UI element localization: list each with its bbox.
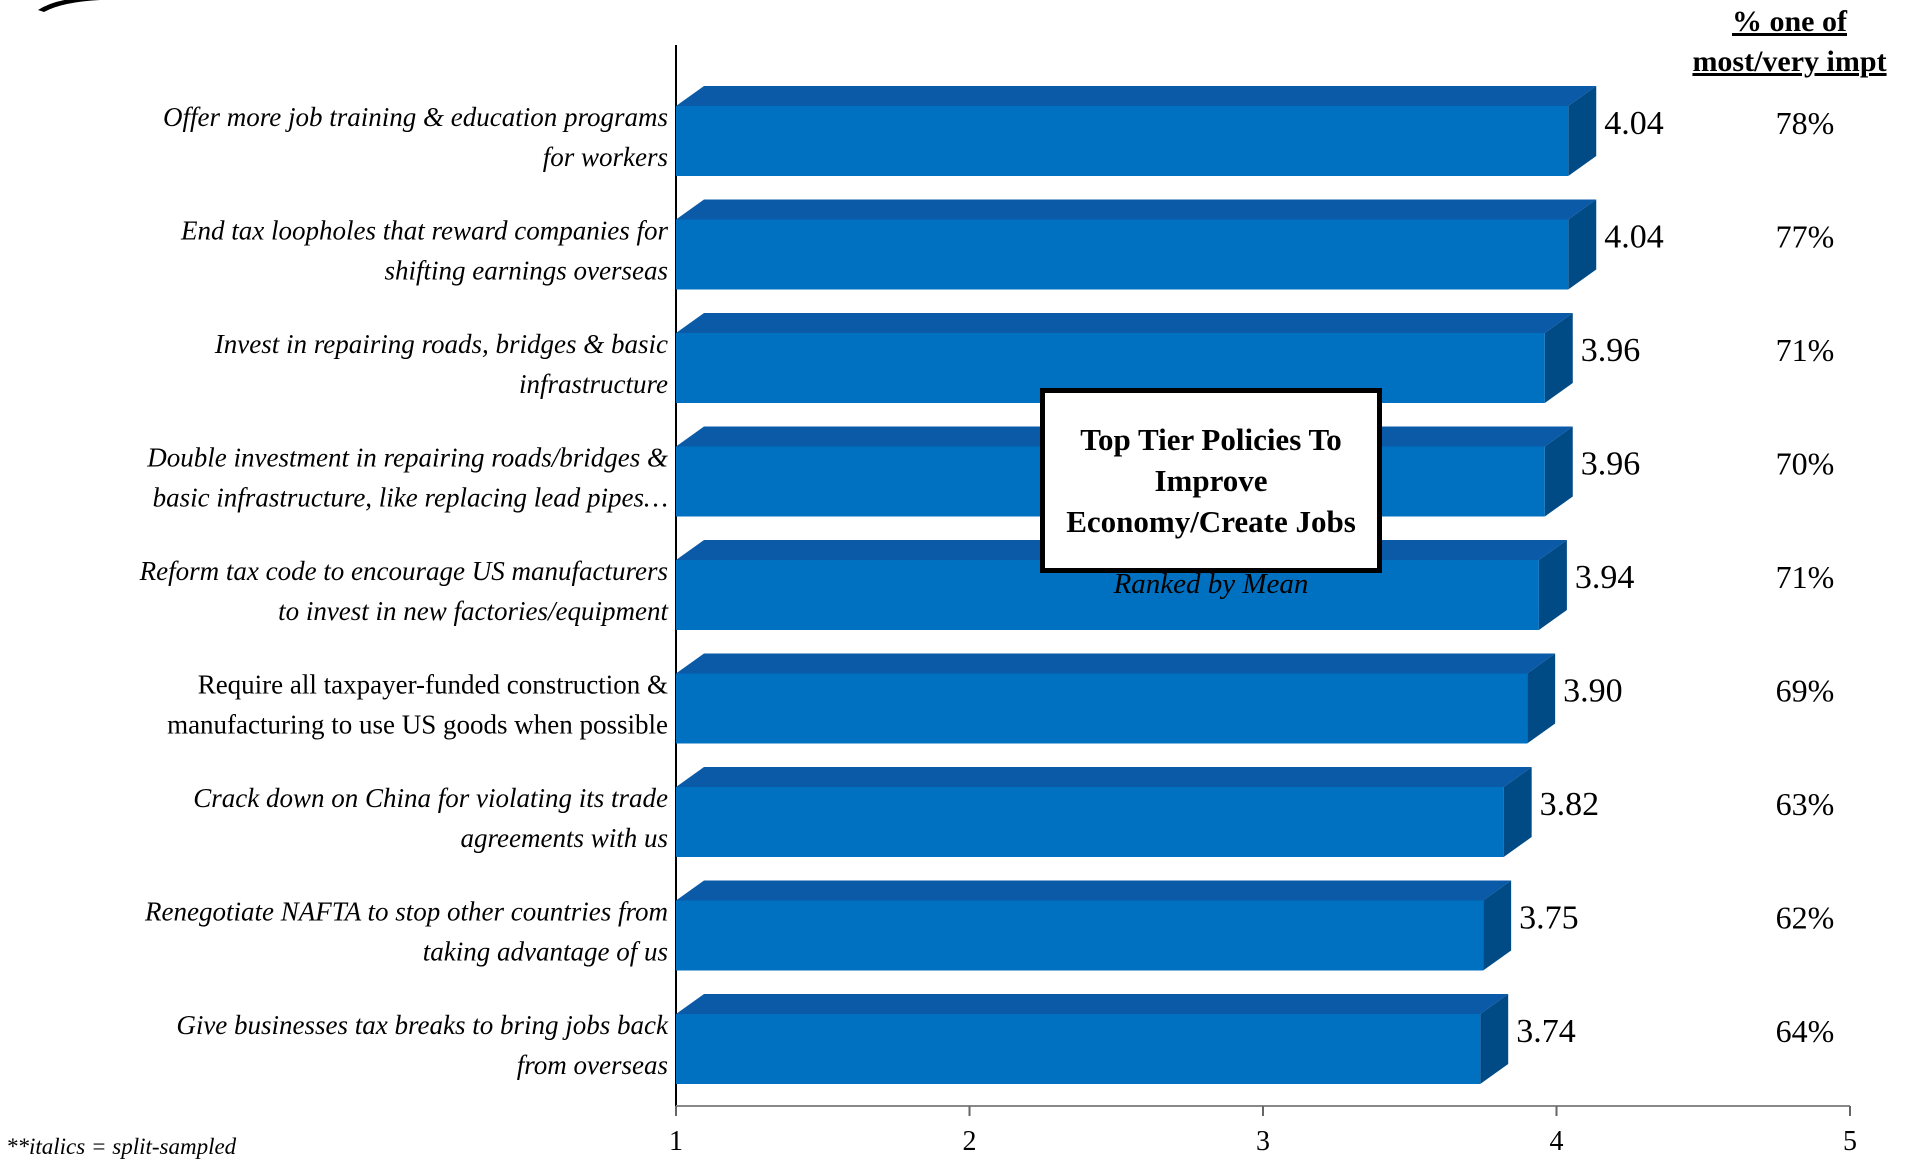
category-label-line: agreements with us: [461, 823, 668, 853]
category-label-line: infrastructure: [519, 369, 668, 399]
value-label: 3.74: [1516, 1013, 1576, 1050]
category-label: Double investment in repairing roads/bri…: [146, 443, 668, 513]
percent-label: 71%: [1776, 332, 1835, 368]
bar-group: [676, 86, 1597, 176]
bar-top-face: [676, 880, 1512, 901]
bar-top-face: [676, 767, 1532, 787]
category-label-line: taking advantage of us: [423, 937, 668, 967]
bar-side-face: [1544, 426, 1573, 517]
category-label-line: Renegotiate NAFTA to stop other countrie…: [144, 897, 668, 927]
percent-header-line-1: % one of: [1732, 5, 1847, 38]
percent-label: 77%: [1776, 219, 1835, 255]
bar-top-face: [676, 199, 1597, 220]
category-label: Require all taxpayer-funded construction…: [167, 670, 668, 740]
value-label: 3.94: [1575, 559, 1635, 596]
value-label: 3.96: [1581, 446, 1641, 483]
percent-label: 63%: [1776, 786, 1835, 822]
bar-group: [676, 199, 1597, 290]
category-label-line: Require all taxpayer-funded construction…: [198, 670, 668, 700]
bar: [676, 219, 1569, 290]
bar: [676, 1014, 1481, 1084]
bar-top-face: [676, 313, 1573, 333]
value-label: 3.90: [1563, 673, 1623, 710]
category-label-line: Offer more job training & education prog…: [163, 102, 668, 132]
bar-side-face: [1544, 313, 1573, 403]
bar-top-face: [676, 86, 1597, 106]
category-label-line: to invest in new factories/equipment: [278, 596, 669, 626]
callout-title: Top Tier Policies To Improve Economy/Cre…: [1066, 422, 1356, 539]
bar-group: [676, 994, 1509, 1084]
percent-label: 64%: [1776, 1013, 1835, 1049]
bar: [676, 673, 1528, 744]
bar-side-face: [1568, 199, 1597, 290]
value-label: 4.04: [1604, 105, 1664, 142]
percent-column-header: % one of most/very impt: [1670, 2, 1909, 82]
bar: [676, 787, 1504, 857]
category-label: Renegotiate NAFTA to stop other countrie…: [144, 897, 668, 967]
bar-side-face: [1568, 86, 1597, 176]
percent-label: 62%: [1776, 900, 1835, 936]
value-label: 3.96: [1581, 332, 1641, 369]
percent-label: 78%: [1776, 105, 1835, 141]
category-label-line: Double investment in repairing roads/bri…: [146, 443, 668, 473]
callout-subtitle: Ranked by Mean: [1113, 568, 1309, 600]
x-tick-label: 4: [1550, 1126, 1564, 1157]
footnote: **italics = split-sampled: [6, 1134, 237, 1159]
category-label-line: End tax loopholes that reward companies …: [180, 216, 668, 246]
bar-side-face: [1480, 994, 1509, 1084]
bar-top-face: [676, 994, 1509, 1014]
x-tick-label: 1: [669, 1126, 683, 1157]
bar-side-face: [1483, 880, 1512, 971]
logo-fragment-icon: [38, 0, 100, 12]
chart-callout-box: Top Tier Policies To Improve Economy/Cre…: [1040, 388, 1382, 573]
category-label-line: from overseas: [517, 1050, 668, 1080]
bar-top-face: [676, 653, 1556, 674]
percent-label: 69%: [1776, 673, 1835, 709]
x-tick-label: 2: [963, 1126, 977, 1157]
category-label: End tax loopholes that reward companies …: [180, 216, 668, 286]
percent-label: 70%: [1776, 446, 1835, 482]
category-label-line: Invest in repairing roads, bridges & bas…: [214, 329, 668, 359]
percent-header-line-2: most/very impt: [1692, 45, 1887, 78]
bar-side-face: [1538, 540, 1567, 630]
category-label-line: shifting earnings overseas: [385, 256, 669, 286]
bar-side-face: [1527, 653, 1556, 744]
bar-side-face: [1503, 767, 1532, 857]
value-label: 3.82: [1540, 786, 1600, 823]
bar-group: [676, 653, 1556, 744]
category-label-line: for workers: [543, 142, 668, 172]
value-label: 3.75: [1519, 900, 1579, 937]
category-label-line: basic infrastructure, like replacing lea…: [153, 483, 668, 513]
category-label: Reform tax code to encourage US manufact…: [139, 556, 670, 626]
bar-group: [676, 880, 1512, 971]
category-label-line: Crack down on China for violating its tr…: [193, 783, 668, 813]
category-label: Crack down on China for violating its tr…: [193, 783, 668, 853]
x-tick-label: 5: [1843, 1126, 1857, 1157]
category-label-line: Give businesses tax breaks to bring jobs…: [176, 1010, 669, 1040]
bar-group: [676, 767, 1532, 857]
category-label-line: Reform tax code to encourage US manufact…: [139, 556, 668, 586]
category-label: Invest in repairing roads, bridges & bas…: [214, 329, 668, 399]
percent-label: 71%: [1776, 559, 1835, 595]
bar: [676, 900, 1484, 971]
bar: [676, 106, 1569, 176]
category-label: Offer more job training & education prog…: [163, 102, 668, 172]
value-label: 4.04: [1604, 219, 1664, 256]
category-label: Give businesses tax breaks to bring jobs…: [176, 1010, 669, 1080]
x-tick-label: 3: [1256, 1126, 1270, 1157]
category-label-line: manufacturing to use US goods when possi…: [167, 710, 668, 740]
